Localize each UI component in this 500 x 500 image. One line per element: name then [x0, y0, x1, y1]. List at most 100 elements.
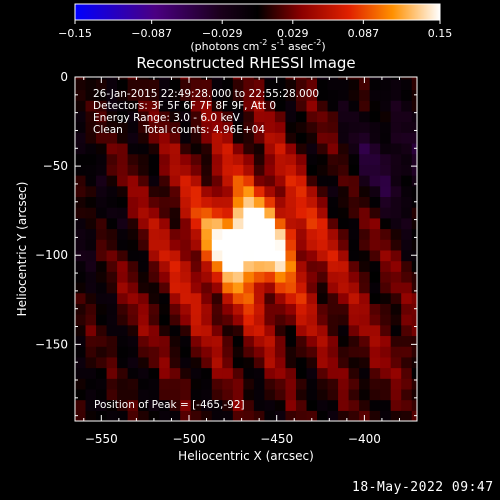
heatmap-cell — [390, 228, 402, 240]
heatmap-cell — [253, 121, 266, 133]
heatmap-cell — [306, 356, 318, 369]
heatmap-cell — [253, 346, 266, 358]
heatmap-cell — [180, 378, 192, 390]
heatmap-cell — [138, 217, 150, 230]
heatmap-cell — [401, 89, 413, 101]
heatmap-cell — [148, 399, 160, 411]
heatmap-cell — [148, 164, 160, 176]
heatmap-cell — [338, 260, 350, 272]
heatmap-cell — [232, 196, 244, 208]
heatmap-cell — [348, 142, 360, 155]
heatmap-cell — [222, 100, 234, 112]
heatmap-cell — [348, 228, 360, 240]
heatmap-cell — [243, 388, 255, 401]
heatmap-cell — [243, 100, 255, 112]
heatmap-cell — [401, 281, 413, 294]
heatmap-cell — [159, 110, 171, 123]
heatmap-cell — [159, 89, 171, 101]
heatmap-cell — [390, 196, 402, 208]
heatmap-cell — [411, 314, 417, 326]
heatmap-cell — [201, 153, 213, 165]
heatmap-cell — [201, 410, 213, 421]
heatmap-cell — [401, 356, 413, 369]
heatmap-cell — [295, 335, 308, 347]
heatmap-cell — [169, 77, 181, 80]
heatmap-cell — [401, 185, 413, 198]
heatmap-cell — [295, 132, 308, 144]
heatmap-cell — [117, 77, 129, 80]
heatmap-cell — [127, 410, 139, 421]
heatmap-cell — [85, 239, 97, 251]
heatmap-cell — [222, 207, 234, 219]
heatmap-cell — [264, 292, 276, 304]
heatmap-cell — [369, 100, 381, 112]
heatmap-cell — [390, 175, 402, 187]
heatmap-cell — [285, 356, 297, 369]
heatmap-cell — [190, 378, 202, 390]
heatmap-cell — [159, 77, 171, 80]
heatmap-cell — [369, 356, 381, 369]
heatmap-cell — [117, 292, 129, 304]
heatmap-cell — [359, 89, 371, 101]
heatmap-cell — [264, 388, 276, 401]
heatmap-cell — [201, 260, 213, 272]
heatmap-cell — [106, 378, 118, 390]
heatmap-cell — [201, 185, 213, 198]
heatmap-cell — [359, 249, 371, 262]
heatmap-cell — [138, 271, 150, 283]
heatmap-cell — [85, 185, 97, 198]
heatmap-cell — [159, 303, 171, 315]
heatmap-cell — [243, 367, 255, 379]
heatmap-cell — [96, 271, 108, 283]
heatmap-cell — [159, 207, 171, 219]
heatmap-cell — [380, 410, 392, 421]
heatmap-cell — [201, 207, 213, 219]
heatmap-cell — [264, 356, 276, 369]
heatmap-cell — [180, 132, 192, 144]
heatmap-cell — [338, 324, 350, 337]
heatmap-cell — [117, 324, 129, 337]
heatmap-cell — [306, 271, 318, 283]
heatmap-cell — [190, 100, 202, 112]
heatmap-cell — [75, 356, 87, 369]
heatmap-cell — [85, 367, 97, 379]
heatmap-cell — [327, 271, 339, 283]
heatmap-cell — [295, 367, 308, 379]
heatmap-cell — [274, 249, 287, 262]
heatmap-cell — [190, 196, 202, 208]
heatmap-cell — [117, 121, 129, 133]
heatmap-cell — [411, 378, 417, 390]
heatmap-cell — [306, 303, 318, 315]
heatmap-cell — [159, 217, 171, 230]
heatmap-cell — [222, 324, 234, 337]
heatmap-cell — [117, 228, 129, 240]
heatmap-cell — [75, 196, 87, 208]
heatmap-cell — [85, 217, 97, 230]
heatmap-cell — [190, 292, 202, 304]
heatmap-cell — [222, 388, 234, 401]
heatmap-cell — [348, 153, 360, 165]
heatmap-cell — [75, 89, 87, 101]
heatmap-cell — [85, 207, 97, 219]
heatmap-cell — [148, 89, 160, 101]
heatmap-cell — [317, 217, 329, 230]
heatmap-cell — [390, 77, 402, 80]
heatmap-cell — [306, 367, 318, 379]
heatmap-cell — [411, 185, 417, 198]
heatmap-cell — [295, 110, 308, 123]
heatmap-cell — [369, 196, 381, 208]
heatmap-cell — [127, 78, 139, 91]
heatmap-cell — [264, 303, 276, 315]
heatmap-cell — [211, 303, 223, 315]
heatmap-cell — [348, 89, 360, 101]
heatmap-cell — [222, 185, 234, 198]
heatmap-cell — [401, 378, 413, 390]
heatmap-cell — [338, 110, 350, 123]
heatmap-cell — [138, 260, 150, 272]
heatmap-cell — [96, 78, 108, 91]
heatmap-cell — [232, 292, 244, 304]
heatmap-cell — [169, 367, 181, 379]
heatmap-cell — [169, 239, 181, 251]
heatmap-cell — [369, 324, 381, 337]
heatmap-cell — [106, 142, 118, 155]
